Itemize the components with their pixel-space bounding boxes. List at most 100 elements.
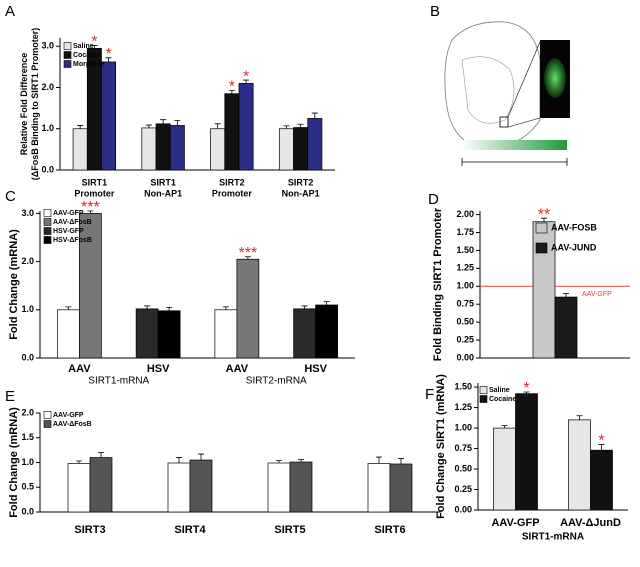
bar	[141, 127, 157, 171]
bar	[236, 258, 260, 359]
y-tick-label: 1.00	[456, 281, 474, 291]
bar	[278, 128, 294, 171]
panel-letter: E	[5, 388, 15, 405]
error-bar	[598, 444, 605, 451]
x-tick-label: Promoter	[74, 188, 115, 198]
y-axis-label: Relative Fold Difference	[19, 53, 29, 156]
x-tick-label: SIRT6	[374, 524, 405, 536]
error-bar	[311, 112, 318, 119]
bar	[238, 83, 254, 171]
bar	[590, 449, 613, 511]
bar	[515, 393, 538, 511]
y-axis-label: (ΔFosB Binding to SIRT1 Promoter)	[30, 28, 40, 180]
legend-swatch	[43, 209, 52, 217]
error-bar	[283, 125, 290, 129]
x-tick-label: Non-AP1	[144, 188, 182, 198]
error-bar	[301, 305, 308, 309]
significance-mark: ***	[81, 199, 100, 216]
bar	[293, 127, 309, 171]
y-axis-label: Fold Change (mRNA)	[8, 407, 20, 518]
error-bar	[276, 460, 282, 463]
y-tick-label: 1.0	[21, 304, 34, 314]
x-tick-label: AAV	[226, 363, 249, 375]
significance-mark: *	[243, 68, 249, 85]
bar	[554, 296, 578, 359]
bar	[493, 427, 516, 511]
significance-mark: *	[229, 79, 235, 96]
x-tick-label: HSV	[147, 363, 170, 375]
x-tick-label: AAV-ΔJunD	[560, 517, 621, 529]
legend-label: AAV-ΔFosB	[53, 421, 92, 428]
legend-label: Morphine	[73, 61, 105, 68]
bar	[101, 61, 117, 171]
y-tick-label: 1.50	[454, 381, 472, 391]
bar	[315, 304, 338, 359]
bar	[214, 309, 238, 359]
x-tick-label: Non-AP1	[282, 188, 320, 198]
x-tick-label: Promoter	[212, 188, 253, 198]
significance-mark: *	[91, 34, 97, 51]
y-tick-label: 1.0	[21, 457, 34, 467]
error-bar	[222, 306, 229, 310]
panel-letter: D	[428, 191, 439, 208]
x-tick-label: SIRT2	[288, 177, 314, 187]
error-bar	[65, 306, 72, 310]
y-tick-label: 2.0	[21, 407, 34, 417]
y-axis-label: Fold Change SIRT1 (mRNA)	[435, 374, 447, 519]
panel-letter: C	[5, 188, 16, 205]
y-tick-label: 0.5	[21, 482, 34, 492]
x-tick-label: SIRT1	[82, 177, 108, 187]
error-bar	[214, 123, 221, 129]
y-tick-label: 1.50	[456, 245, 474, 255]
bar	[367, 463, 391, 513]
y-tick-label: 0.00	[456, 352, 474, 362]
error-bar	[91, 45, 98, 49]
y-tick-label: 1.25	[456, 263, 474, 273]
error-bar	[298, 459, 304, 463]
zoom-line	[507, 41, 541, 118]
y-tick-label: 1.5	[21, 432, 34, 442]
bar	[157, 310, 181, 359]
y-tick-label: 0.0	[21, 352, 34, 362]
x-tick-label: SIRT1	[150, 177, 176, 187]
error-bar	[323, 301, 330, 305]
error-bar	[160, 119, 167, 124]
bar	[293, 308, 316, 359]
x-tick-label: HSV	[304, 363, 327, 375]
bar	[169, 125, 185, 171]
error-bar	[176, 457, 182, 463]
legend-swatch	[535, 242, 548, 254]
y-tick-label: 0.75	[454, 443, 472, 453]
error-bar	[174, 120, 181, 126]
bar	[224, 93, 240, 171]
bar	[72, 128, 88, 171]
significance-mark: *	[523, 380, 529, 397]
legend-swatch	[535, 222, 548, 234]
y-tick-label: 1.00	[454, 422, 472, 432]
error-bar	[77, 125, 84, 129]
error-bar	[244, 256, 251, 260]
significance-mark: *	[598, 433, 604, 450]
error-bar	[144, 305, 151, 309]
error-bar	[501, 425, 508, 429]
bar	[289, 461, 313, 513]
y-tick-label: 0.25	[456, 334, 474, 344]
bar	[307, 118, 323, 171]
y-tick-label: 0.25	[454, 484, 472, 494]
error-bar	[541, 217, 547, 222]
error-bar	[145, 124, 152, 128]
legend-swatch	[63, 51, 72, 59]
bar	[210, 128, 226, 171]
bar	[267, 462, 291, 513]
bar	[67, 463, 91, 513]
legend-swatch	[43, 218, 52, 226]
panel-b: B	[430, 3, 570, 166]
group-label: SIRT2-mRNA	[246, 376, 307, 387]
y-tick-label: 0.50	[456, 317, 474, 327]
error-bar	[166, 306, 173, 311]
legend-swatch	[43, 227, 52, 235]
bar	[155, 123, 171, 171]
error-bar	[98, 452, 104, 458]
y-tick-label: 2.00	[456, 209, 474, 219]
